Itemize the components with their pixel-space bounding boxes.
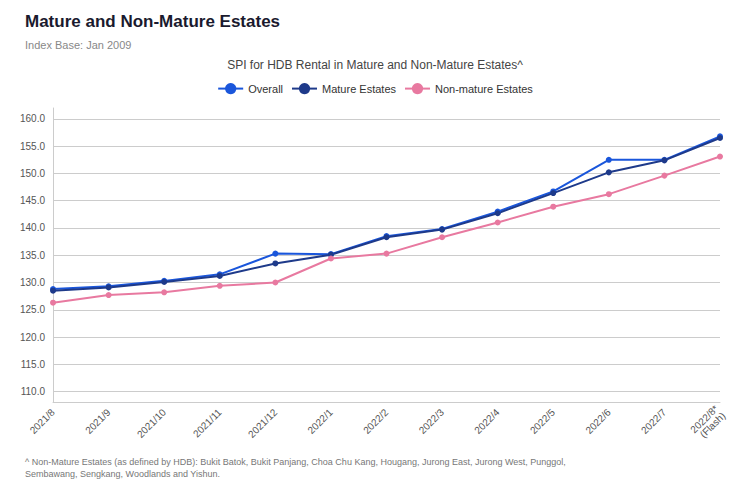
svg-text:^ Non-Mature Estates (as defin: ^ Non-Mature Estates (as defined by HDB)… <box>25 457 566 467</box>
svg-text:Sembawang, Sengkang, Woodlands: Sembawang, Sengkang, Woodlands and Yishu… <box>25 469 220 479</box>
svg-text:2021/9: 2021/9 <box>83 406 113 436</box>
svg-text:2022/5: 2022/5 <box>528 406 558 436</box>
svg-text:135.0: 135.0 <box>20 250 45 261</box>
svg-text:130.0: 130.0 <box>20 277 45 288</box>
svg-text:155.0: 155.0 <box>20 141 45 152</box>
svg-text:Non-mature Estates: Non-mature Estates <box>435 83 533 95</box>
svg-text:2021/11: 2021/11 <box>191 406 224 439</box>
svg-text:2022/7: 2022/7 <box>639 406 669 436</box>
svg-text:Mature Estates: Mature Estates <box>322 83 396 95</box>
svg-text:2022/3: 2022/3 <box>417 406 447 436</box>
svg-text:2022/8*: 2022/8* <box>688 403 721 436</box>
svg-text:125.0: 125.0 <box>20 304 45 315</box>
svg-text:115.0: 115.0 <box>21 359 46 370</box>
svg-text:110.0: 110.0 <box>21 386 46 397</box>
svg-text:120.0: 120.0 <box>20 332 45 343</box>
svg-text:(Flash): (Flash) <box>698 410 728 440</box>
svg-text:2021/8: 2021/8 <box>28 406 58 436</box>
svg-text:160.0: 160.0 <box>20 113 45 124</box>
svg-text:Overall: Overall <box>248 83 283 95</box>
svg-text:2022/4: 2022/4 <box>472 406 502 436</box>
svg-text:2022/6: 2022/6 <box>583 406 613 436</box>
svg-text:145.0: 145.0 <box>20 195 45 206</box>
svg-text:Index Base: Jan 2009: Index Base: Jan 2009 <box>25 39 131 51</box>
svg-text:2021/12: 2021/12 <box>246 406 280 440</box>
svg-text:140.0: 140.0 <box>20 222 45 233</box>
svg-text:2022/1: 2022/1 <box>305 406 335 436</box>
svg-text:SPI for HDB Rental in Mature a: SPI for HDB Rental in Mature and Non-Mat… <box>227 58 523 72</box>
svg-text:2021/10: 2021/10 <box>135 406 169 440</box>
svg-text:Mature and Non-Mature Estates: Mature and Non-Mature Estates <box>25 12 280 31</box>
svg-text:150.0: 150.0 <box>20 168 45 179</box>
svg-text:2022/2: 2022/2 <box>361 406 391 436</box>
